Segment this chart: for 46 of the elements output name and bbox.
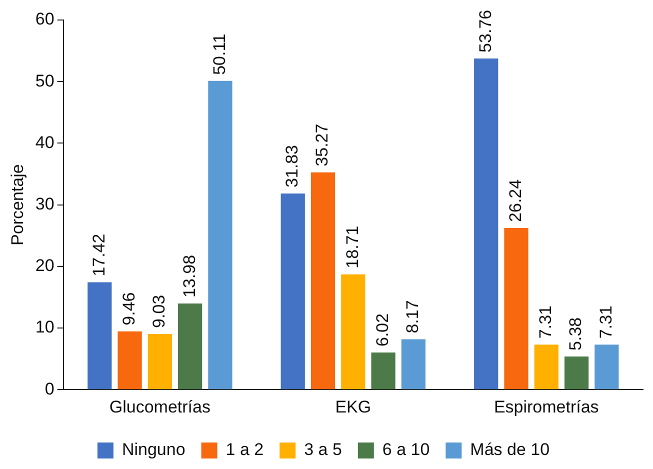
y-tick-label: 40 (35, 132, 54, 152)
bar (280, 194, 305, 390)
bar (118, 331, 142, 390)
data-label: 35.27 (312, 124, 332, 166)
data-label: 17.42 (89, 234, 108, 276)
data-label: 5.38 (566, 317, 586, 350)
y-tick-label: 0 (44, 379, 54, 398)
bar (401, 339, 426, 390)
data-label: 18.71 (342, 226, 362, 268)
legend-label: 3 a 5 (304, 440, 342, 460)
data-label: 53.76 (476, 10, 495, 52)
bar (534, 344, 558, 390)
y-tick-label: 30 (35, 194, 54, 214)
legend-label: 6 a 10 (382, 440, 430, 460)
y-tick-label: 60 (35, 10, 54, 29)
bar (371, 352, 396, 390)
data-label: 9.03 (150, 294, 169, 328)
legend-label: Ninguno (122, 440, 186, 460)
bar (310, 172, 336, 390)
x-tick-label: Espirometrías (494, 397, 599, 416)
legend-label: Más de 10 (470, 440, 550, 460)
bar (208, 80, 232, 390)
bar (594, 344, 619, 390)
bar (178, 303, 202, 390)
data-label: 7.31 (596, 305, 616, 339)
bar (341, 274, 366, 390)
bar (564, 356, 589, 390)
data-label: 8.17 (403, 300, 422, 334)
data-label: 13.98 (180, 254, 199, 298)
bar (148, 334, 172, 390)
data-label: 26.24 (506, 179, 525, 222)
data-label: 7.31 (536, 305, 556, 339)
y-tick-label: 10 (35, 318, 54, 337)
y-tick-label: 50 (35, 71, 54, 90)
x-tick-label: EKG (335, 397, 372, 416)
legend-label: 1 a 2 (226, 440, 264, 460)
data-label: 31.83 (282, 144, 302, 188)
y-axis-title: Porcentaje (8, 164, 27, 246)
x-tick-label: Glucometrías (109, 397, 210, 416)
data-label: 6.02 (372, 313, 392, 347)
bar (88, 282, 112, 390)
y-tick-label: 20 (35, 256, 54, 276)
data-label: 50.11 (210, 34, 229, 75)
data-label: 9.46 (119, 292, 138, 326)
bar (504, 228, 528, 390)
bar (474, 58, 498, 390)
